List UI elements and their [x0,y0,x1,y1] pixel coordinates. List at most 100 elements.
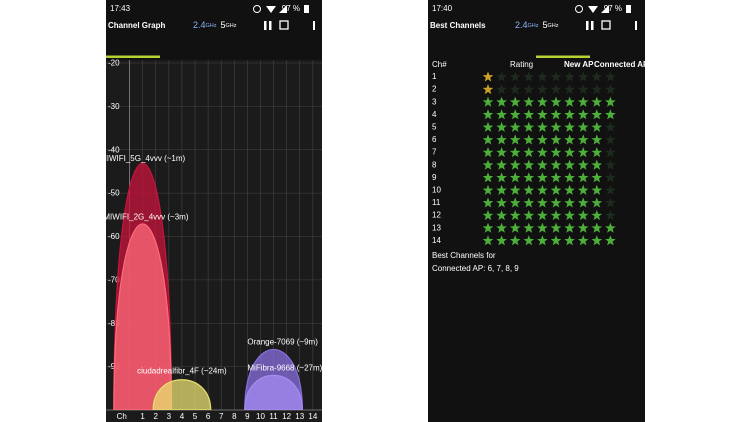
channel-number: 7 [432,148,437,157]
pause-button[interactable] [264,21,267,30]
band-text: 5 [543,20,548,30]
rating-star [509,172,521,183]
rating-star-empty [537,71,548,82]
info-button[interactable] [313,21,315,30]
rating-star [523,210,535,221]
export-button[interactable] [601,20,611,30]
info-button[interactable] [635,21,637,30]
rating-star-empty [523,71,535,82]
rating-star-empty [605,134,616,145]
battery-icon [626,5,631,13]
table-header: Ch# [432,60,447,69]
y-tick-label: -80 [108,319,120,328]
rating-star [577,96,589,107]
rating-star [550,172,562,183]
status-time: 17:43 [110,4,131,13]
rating-star [482,197,494,208]
y-tick-label: -20 [108,59,120,68]
band-text: 2.4 [515,20,528,30]
rating-star-empty [509,84,521,95]
rating-star [523,121,535,132]
signal-curve [152,379,212,410]
export-button[interactable] [279,20,289,30]
rating-star [550,96,562,107]
band-text: GHz [528,23,539,29]
rating-star [496,210,507,221]
rating-star [482,222,494,233]
network-label: MIWIFI_5G_4vvv (~1m) [100,154,185,163]
rating-star-empty [591,71,603,82]
y-tick-label: -50 [108,189,120,198]
rating-star [509,96,521,107]
y-tick-label: -40 [108,145,120,154]
x-tick-label: 14 [308,412,317,421]
rating-star-empty [523,84,535,95]
rating-star [591,96,603,107]
rating-star [482,184,494,195]
y-tick-label: -70 [108,275,120,284]
alarm-icon [253,5,261,13]
rating-star [496,147,507,158]
rating-star [591,109,603,120]
channel-number: 11 [432,198,441,207]
rating-star [591,210,603,221]
rating-star [537,197,548,208]
table-header: Rating [510,60,533,69]
rating-star [550,210,562,221]
rating-star [523,159,535,170]
right-phone [428,0,645,422]
y-tick-label: -30 [108,102,120,111]
rating-star [550,134,562,145]
table-header: Connected AP [594,60,649,69]
rating-star [523,134,535,145]
rating-star [509,159,521,170]
signal-curve [113,223,173,410]
rating-star [577,159,589,170]
rating-star [523,109,535,120]
rating-star [591,222,603,233]
rating-star [550,121,562,132]
rating-star [577,121,589,132]
x-tick-label: 3 [167,412,172,421]
band-text: 5 [221,20,226,30]
rating-star [496,109,507,120]
screen-title: Channel Graph [108,21,165,30]
rating-star [523,235,535,246]
rating-star [564,197,575,208]
rating-star [564,109,575,120]
band-selector[interactable]: 2.4GHz 5GHz [515,20,559,30]
x-tick-label: 5 [193,412,198,421]
rating-star [537,184,548,195]
x-tick-label: 13 [295,412,304,421]
rating-star-empty [605,210,616,221]
network-label: Orange-7069 (~9m) [247,337,318,346]
rating-star-empty [577,84,589,95]
rating-star [577,210,589,221]
rating-star [537,235,548,246]
pause-button[interactable] [586,21,589,30]
rating-star [577,172,589,183]
rating-star [564,172,575,183]
rating-star-empty [605,172,616,183]
rating-star-empty [550,71,562,82]
rating-star-empty [605,184,616,195]
rating-star [523,96,535,107]
band-selector[interactable]: 2.4GHz 5GHz [193,20,237,30]
rating-star-empty [605,147,616,158]
x-tick-label: 1 [140,412,145,421]
rating-star [537,109,548,120]
rating-star [564,222,575,233]
rating-star [564,96,575,107]
rating-star [523,197,535,208]
channel-number: 1 [432,72,437,81]
x-tick-label: 7 [219,412,224,421]
rating-star-empty [605,121,616,132]
rating-star [537,134,548,145]
rating-star [577,147,589,158]
rating-star [523,172,535,183]
channel-number: 3 [432,97,437,106]
rating-star [577,109,589,120]
rating-star [564,235,575,246]
rating-star [537,121,548,132]
network-label: MIWIFI_2G_4vvv (~3m) [103,213,188,222]
